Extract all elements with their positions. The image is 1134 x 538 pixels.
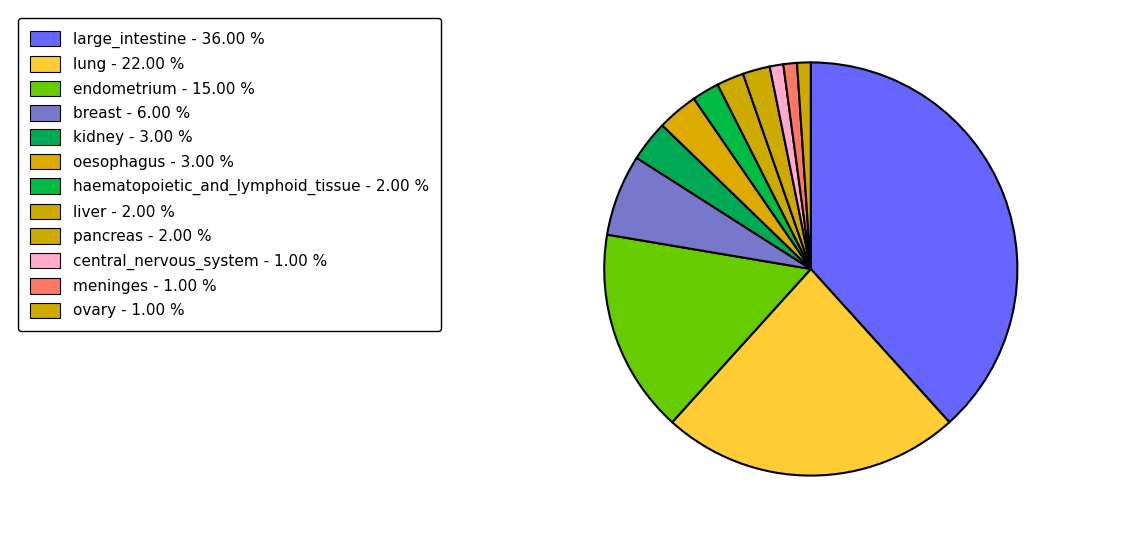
Wedge shape	[694, 84, 811, 269]
Wedge shape	[662, 98, 811, 269]
Wedge shape	[607, 158, 811, 269]
Wedge shape	[797, 62, 811, 269]
Wedge shape	[672, 269, 949, 476]
Legend: large_intestine - 36.00 %, lung - 22.00 %, endometrium - 15.00 %, breast - 6.00 : large_intestine - 36.00 %, lung - 22.00 …	[18, 18, 441, 331]
Wedge shape	[770, 64, 811, 269]
Wedge shape	[784, 63, 811, 269]
Wedge shape	[604, 235, 811, 422]
Wedge shape	[718, 74, 811, 269]
Wedge shape	[636, 125, 811, 269]
Wedge shape	[811, 62, 1017, 422]
Wedge shape	[743, 67, 811, 269]
